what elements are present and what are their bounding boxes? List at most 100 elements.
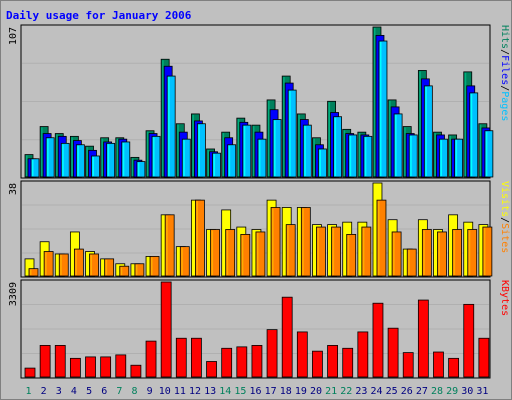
- bar-highlight: [358, 133, 361, 176]
- day-label-14: 14: [219, 386, 231, 397]
- bar-highlight: [151, 257, 153, 275]
- bar-highlight: [207, 230, 210, 275]
- bar-sites-day-26: [406, 248, 417, 277]
- bar-highlight: [434, 353, 436, 376]
- day-label-20: 20: [310, 386, 322, 397]
- bar-highlight: [162, 215, 164, 275]
- day-label-28: 28: [431, 386, 443, 397]
- bar-highlight: [392, 107, 394, 176]
- bar-pages-day-30: [469, 92, 479, 178]
- day-label-22: 22: [340, 386, 352, 397]
- bar-highlight: [62, 144, 64, 176]
- bar-kbytes-day-26: [402, 352, 414, 378]
- bar-highlight: [105, 259, 108, 275]
- bar-highlight: [464, 305, 467, 376]
- day-label-1: 1: [26, 386, 32, 397]
- day-label-25: 25: [386, 386, 398, 397]
- bar-highlight: [286, 84, 288, 176]
- bar-highlight: [485, 131, 488, 176]
- bar-highlight: [373, 184, 376, 275]
- bar-kbytes-day-10: [160, 281, 172, 378]
- bar-highlight: [328, 346, 331, 376]
- bar-highlight: [419, 71, 421, 176]
- bar-highlight: [86, 357, 89, 376]
- bar-pages-day-27: [423, 85, 433, 178]
- bar-highlight: [195, 121, 197, 176]
- bar-highlight: [376, 36, 379, 176]
- day-label-9: 9: [147, 386, 153, 397]
- bar-pages-day-14: [227, 144, 237, 178]
- bar-pages-day-24: [378, 40, 388, 178]
- bar-kbytes-day-7: [115, 354, 127, 378]
- bar-highlight: [389, 220, 391, 275]
- bar-sites-day-15: [240, 233, 251, 277]
- bar-highlight: [192, 201, 194, 275]
- bar-sites-day-17: [270, 207, 281, 277]
- bar-highlight: [298, 114, 300, 176]
- bar-sites-day-13: [210, 229, 220, 277]
- bar-highlight: [256, 232, 259, 275]
- day-label-21: 21: [325, 386, 337, 397]
- bar-highlight: [89, 151, 92, 176]
- bar-highlight: [346, 134, 349, 176]
- bar-highlight: [26, 259, 28, 275]
- bar-highlight: [258, 140, 261, 176]
- bar-sites-day-20: [316, 226, 326, 277]
- side-label-part: KBytes: [499, 280, 510, 316]
- day-label-17: 17: [265, 386, 277, 397]
- day-label-13: 13: [204, 386, 216, 397]
- bar-highlight: [74, 141, 76, 176]
- bar-kbytes-day-14: [221, 347, 233, 378]
- bar-pages-day-12: [197, 123, 206, 178]
- side-label-part: Visits: [499, 181, 510, 217]
- bar-pages-day-16: [257, 138, 267, 178]
- bar-highlight: [168, 77, 170, 176]
- bar-highlight: [455, 140, 458, 176]
- day-label-19: 19: [295, 386, 307, 397]
- bar-sites-day-5: [89, 253, 99, 277]
- bar-highlight: [347, 235, 350, 275]
- bar-highlight: [237, 347, 240, 376]
- bar-highlight: [147, 257, 149, 275]
- bar-highlight: [207, 149, 210, 176]
- side-label-part: Pages: [499, 91, 510, 121]
- bar-highlight: [166, 215, 168, 275]
- bar-highlight: [470, 93, 473, 176]
- bar-sites-day-3: [58, 253, 69, 277]
- bar-kbytes-day-5: [85, 356, 96, 378]
- bar-sites-day-16: [255, 231, 266, 277]
- bar-kbytes-day-1: [24, 367, 36, 378]
- bar-highlight: [483, 228, 486, 275]
- side-label-part: Sites: [499, 223, 510, 253]
- bar-highlight: [271, 110, 273, 176]
- bar-kbytes-day-2: [39, 345, 51, 378]
- bar-highlight: [59, 137, 61, 176]
- bar-sites-day-12: [195, 199, 205, 277]
- day-label-23: 23: [355, 386, 367, 397]
- bar-highlight: [437, 135, 439, 176]
- panel-2-side-label: Visits/Sites: [499, 181, 510, 253]
- bar-highlight: [283, 298, 285, 376]
- bar-sites-day-18: [285, 224, 296, 277]
- bar-highlight: [60, 254, 62, 275]
- bar-highlight: [331, 113, 334, 176]
- bar-pages-day-17: [272, 119, 282, 178]
- bar-highlight: [274, 120, 276, 176]
- bar-highlight: [26, 369, 28, 376]
- bar-highlight: [287, 225, 289, 275]
- bar-highlight: [131, 264, 134, 275]
- bar-sites-day-14: [225, 229, 236, 277]
- bar-sites-day-8: [134, 263, 145, 277]
- bar-highlight: [122, 142, 125, 176]
- bar-highlight: [304, 126, 306, 176]
- bar-highlight: [241, 235, 244, 275]
- bar-highlight: [283, 77, 285, 176]
- bar-sites-day-31: [482, 226, 493, 277]
- bar-pages-day-25: [393, 113, 403, 178]
- day-label-12: 12: [189, 386, 201, 397]
- bar-highlight: [479, 225, 482, 275]
- bar-highlight: [26, 155, 28, 176]
- bar-pages-day-7: [121, 141, 131, 178]
- day-label-31: 31: [476, 386, 488, 397]
